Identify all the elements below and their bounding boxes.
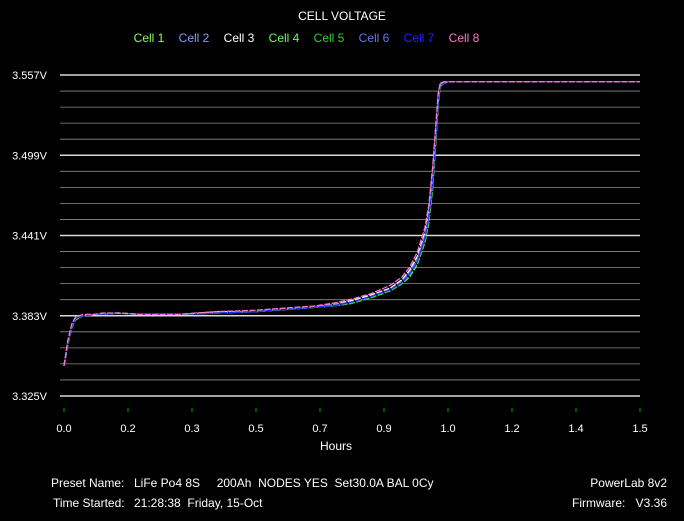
footer-preset-value: LiFe Po4 8S 200Ah NODES YES Set30.0A BAL… xyxy=(134,476,434,490)
y-tick-label: 3.441V xyxy=(12,231,48,243)
footer-firmware-value: V3.36 xyxy=(635,496,667,510)
y-tick-label: 3.499V xyxy=(12,150,48,162)
series-line xyxy=(63,81,640,366)
x-tick-label: 1.4 xyxy=(568,423,583,435)
footer-preset-label: Preset Name: xyxy=(51,476,125,490)
legend-entry: Cell 4 xyxy=(269,31,300,45)
series-line xyxy=(63,81,640,366)
x-tick-label: 0.2 xyxy=(120,423,135,435)
legend: Cell 1 Cell 2 Cell 3 Cell 4 Cell 5 Cell 6 Cell… xyxy=(134,31,480,45)
grid-lines xyxy=(60,74,640,397)
series-line xyxy=(63,81,640,366)
x-tick-label: 0.5 xyxy=(248,423,263,435)
legend-entry: Cell 6 xyxy=(359,31,390,45)
y-axis-tick-labels: 3.557V 3.499V 3.441V 3.383V 3.325V xyxy=(12,70,48,403)
x-tick-label: 1.5 xyxy=(632,423,647,435)
x-tick-label: 1.0 xyxy=(440,423,455,435)
series-line xyxy=(63,81,640,366)
x-axis-label: Hours xyxy=(320,439,352,453)
series-line xyxy=(63,81,640,366)
series-line xyxy=(63,81,640,366)
x-axis-tick-labels: 0.0 0.2 0.3 0.5 0.7 0.9 1.0 1.2 1.4 1.5 xyxy=(56,408,648,435)
x-tick-label: 0.9 xyxy=(376,423,391,435)
y-tick-label: 3.325V xyxy=(12,391,48,403)
footer-device: PowerLab 8v2 xyxy=(590,476,667,490)
legend-entry: Cell 3 xyxy=(224,31,255,45)
x-tick-label: 0.7 xyxy=(312,423,327,435)
x-tick-label: 0.0 xyxy=(56,423,71,435)
legend-entry: Cell 2 xyxy=(179,31,210,45)
legend-entry: Cell 1 xyxy=(134,31,165,45)
legend-entry: Cell 8 xyxy=(449,31,480,45)
legend-entry: Cell 5 xyxy=(314,31,345,45)
y-tick-label: 3.383V xyxy=(12,311,48,323)
chart-title: CELL VOLTAGE xyxy=(298,9,386,23)
footer-firmware-label: Firmware: xyxy=(572,496,626,510)
x-tick-label: 1.2 xyxy=(504,423,519,435)
series-lines xyxy=(63,81,640,366)
series-line xyxy=(63,81,640,366)
legend-entry: Cell 7 xyxy=(404,31,435,45)
series-line xyxy=(63,81,640,366)
x-tick-label: 0.3 xyxy=(184,423,199,435)
y-tick-label: 3.557V xyxy=(12,70,48,82)
footer-time-value: 21:28:38 Friday, 15-Oct xyxy=(134,496,263,510)
footer-time-label: Time Started: xyxy=(53,496,125,510)
